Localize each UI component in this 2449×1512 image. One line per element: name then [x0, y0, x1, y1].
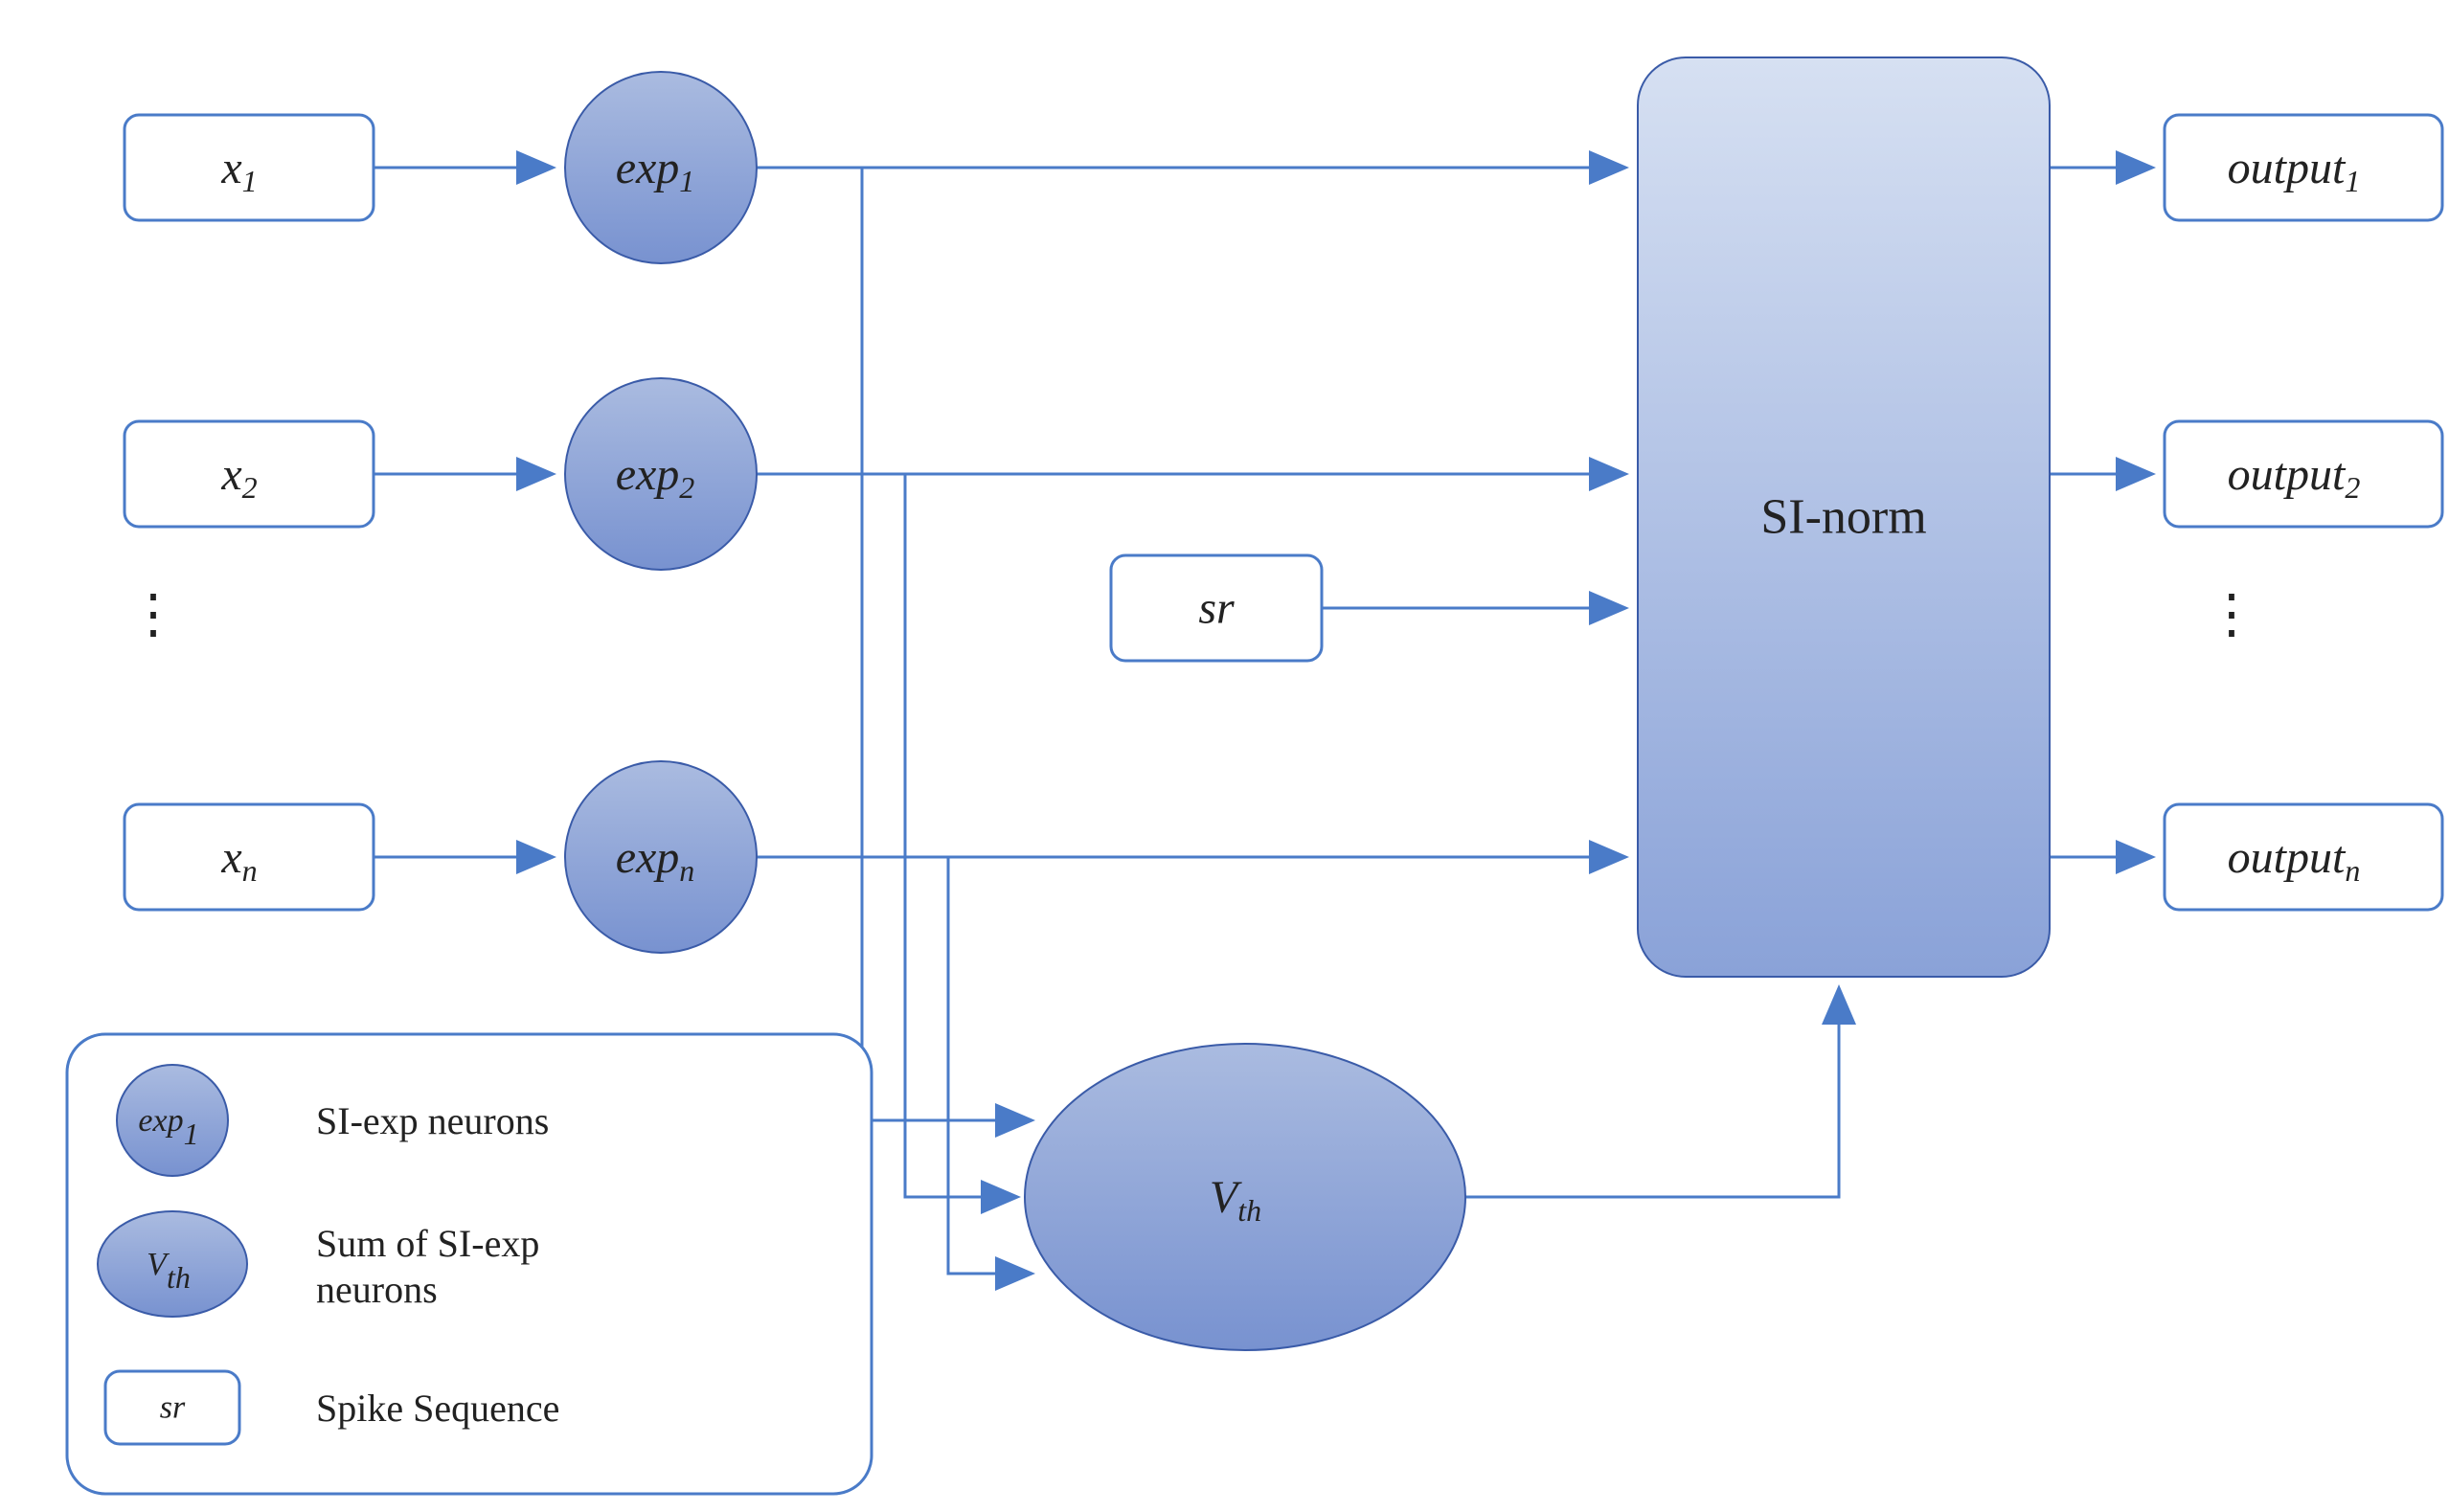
legend-label-2a: Sum of SI-exp: [316, 1222, 539, 1265]
legend-label-2b: neurons: [316, 1268, 438, 1311]
edge-expn-vth: [948, 857, 1030, 1274]
svg-text:outputn: outputn: [2228, 832, 2361, 889]
svg-text:sr: sr: [160, 1390, 186, 1426]
output-node-n: outputn: [2165, 804, 2442, 910]
output-node-1: output1: [2165, 115, 2442, 220]
svg-text:output2: output2: [2228, 449, 2361, 506]
sr-node: sr: [1111, 555, 1322, 661]
input-node-1: x1: [125, 115, 374, 220]
vth-node: Vth: [1025, 1044, 1465, 1350]
output-vdots: ⋮: [2205, 585, 2258, 644]
exp-node-1: exp1: [565, 72, 757, 263]
legend-box: exp1SI-exp neuronsVthSum of SI-expneuron…: [67, 1034, 872, 1494]
output-node-2: output2: [2165, 421, 2442, 527]
legend-label-3: Spike Sequence: [316, 1387, 559, 1430]
exp-node-n: expn: [565, 761, 757, 953]
sinorm-node: SI-norm: [1638, 57, 2050, 977]
edge-exp1-vth: [862, 168, 1030, 1120]
svg-text:SI-norm: SI-norm: [1760, 490, 1926, 545]
input-node-n: xn: [125, 804, 374, 910]
input-vdots: ⋮: [126, 585, 180, 644]
edge-vth-sinorm: [1465, 990, 1839, 1197]
legend-label-1: SI-exp neurons: [316, 1099, 549, 1142]
svg-text:output1: output1: [2228, 143, 2361, 199]
input-node-2: x2: [125, 421, 374, 527]
svg-text:sr: sr: [1198, 583, 1235, 634]
exp-node-2: exp2: [565, 378, 757, 570]
edge-exp2-vth: [905, 474, 1015, 1197]
diagram-canvas: x1 x2 xn ⋮ exp1 exp2 expn sr SI-norm Vth output1 ou…: [0, 0, 2449, 1512]
